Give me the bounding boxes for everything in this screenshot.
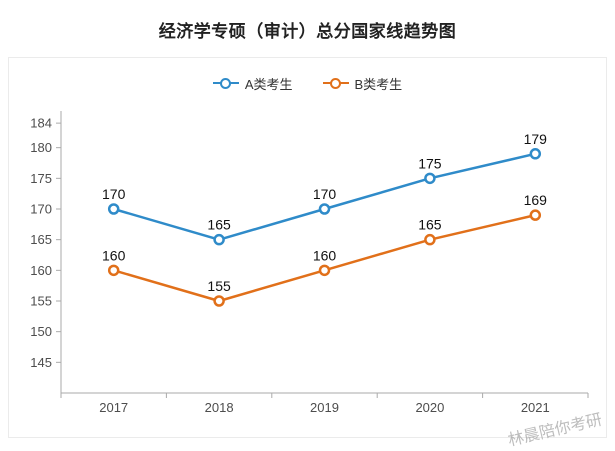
x-tick-label: 2019 (310, 400, 339, 415)
chart-svg: 184 180 175 170 165 160 155 150 145 2017 2018 2019 2… (30, 111, 589, 415)
page-title: 经济学专硕（审计）总分国家线趋势图 (158, 22, 457, 41)
data-label: 160 (313, 247, 337, 263)
legend-label-a: A类考生 (244, 76, 293, 92)
data-point (424, 172, 436, 185)
data-label: 165 (418, 217, 442, 233)
y-tick-label: 180 (30, 140, 52, 155)
data-point (318, 203, 331, 215)
y-tick-label: 175 (30, 171, 52, 186)
x-tick-label: 2018 (205, 400, 234, 415)
y-tick-label: 165 (30, 232, 52, 247)
data-label: 170 (313, 186, 337, 202)
chart-legend: A类考生 B类考生 (9, 58, 606, 95)
data-label: 170 (102, 186, 126, 202)
chart-plot-area: 184 180 175 170 165 160 155 150 145 2017 2018 2019 2… (9, 95, 606, 436)
data-label: 169 (524, 192, 548, 208)
y-tick-label: 184 (30, 116, 52, 131)
data-point (213, 233, 225, 246)
data-label: 155 (207, 278, 231, 294)
data-point (213, 295, 225, 307)
data-point (529, 148, 542, 160)
x-tick-label: 2021 (521, 400, 550, 415)
y-tick-label: 170 (30, 202, 52, 217)
legend-label-b: B类考生 (354, 76, 403, 92)
legend-marker-b-icon (322, 78, 349, 89)
data-point (318, 264, 331, 277)
y-tick-label: 155 (30, 294, 52, 309)
data-label: 160 (102, 247, 126, 263)
data-point (424, 233, 436, 246)
legend-marker-a-icon (212, 78, 239, 89)
y-tick-label: 150 (30, 324, 52, 339)
data-label: 165 (207, 217, 231, 233)
legend-item-b[interactable]: B类考生 (322, 74, 403, 93)
data-point (529, 209, 542, 221)
data-point (107, 264, 120, 277)
data-point (107, 203, 120, 215)
data-label: 179 (524, 131, 548, 147)
chart-card: A类考生 B类考生 184 180 175 170 165 160 155 150 145 201… (8, 57, 607, 450)
y-tick-label: 160 (30, 263, 52, 278)
legend-item-a[interactable]: A类考生 (212, 74, 293, 93)
x-tick-label: 2017 (99, 400, 128, 415)
x-tick-label: 2020 (415, 400, 444, 415)
data-label: 175 (418, 155, 442, 171)
y-tick-label: 145 (30, 355, 52, 370)
